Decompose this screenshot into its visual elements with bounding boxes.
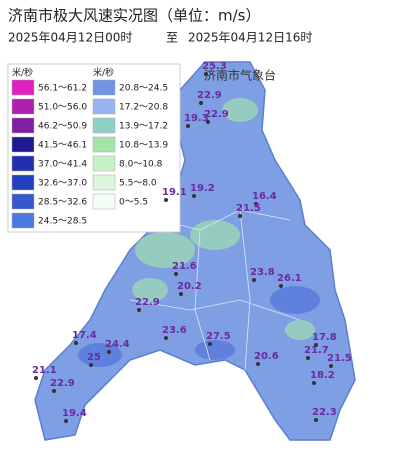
legend-swatch (11, 136, 35, 153)
station-value: 21.7 (304, 345, 329, 356)
legend-label: 8.0～10.8 (119, 160, 163, 170)
stations: 25.322.919.322.919.1 19.216.421.521.620.2… (32, 61, 352, 423)
station-dot (64, 419, 68, 423)
station-value: 20.2 (177, 281, 202, 292)
legend-swatch (92, 98, 116, 115)
station-value: 21.6 (172, 261, 197, 272)
station-dot (34, 376, 38, 380)
legend-swatch (11, 155, 35, 172)
station-value: 17.4 (72, 330, 97, 341)
station-dot (238, 214, 242, 218)
legend-label: 46.2～50.9 (38, 122, 87, 132)
station-value: 21.5 (327, 353, 352, 364)
legend-unit: 米/秒 (12, 67, 33, 79)
station-value: 16.4 (252, 191, 277, 202)
station-value: 22.9 (135, 297, 160, 308)
dark-patches (78, 286, 320, 367)
legend-label: 51.0～56.0 (38, 103, 87, 113)
station-dot (137, 308, 141, 312)
station-dot (52, 389, 56, 393)
station-dot (329, 364, 333, 368)
station-dot (312, 381, 316, 385)
station-dot (192, 194, 196, 198)
station-dot (174, 272, 178, 276)
station-dot (208, 342, 212, 346)
legend-label: 24.5～28.5 (38, 217, 87, 227)
station-dot (204, 72, 208, 76)
station-value: 21.1 (32, 365, 57, 376)
legend-label: 17.2～20.8 (119, 103, 168, 113)
station-value: 22.9 (204, 109, 229, 120)
legend-swatch (92, 136, 116, 153)
legend-label: 56.1～61.2 (38, 84, 87, 94)
station-dot (206, 120, 210, 124)
station-value: 22.9 (50, 378, 75, 389)
station-value: 22.9 (197, 90, 222, 101)
station-dot (89, 363, 93, 367)
legend-swatch (11, 193, 35, 210)
legend-label: 41.5～46.1 (38, 141, 87, 151)
period-sep: 至 (166, 31, 178, 45)
station-dot (186, 124, 190, 128)
station-value: 20.6 (254, 351, 279, 362)
legend-label: 13.9～17.2 (119, 122, 168, 132)
station-value: 17.8 (312, 332, 337, 343)
station-dot (164, 336, 168, 340)
legend-label: 37.0～41.4 (38, 160, 87, 170)
station-value: 27.5 (206, 331, 231, 342)
legend-swatch (11, 79, 35, 96)
station-dot (279, 284, 283, 288)
station-dot (199, 101, 203, 105)
station-dot (107, 350, 111, 354)
station-dot (254, 202, 258, 206)
legend-label: 32.6～37.0 (38, 179, 87, 189)
source-label: 济南市气象台 (204, 68, 276, 83)
legend-swatch (11, 117, 35, 134)
station-value: 19.2 (190, 183, 215, 194)
legend-swatch (11, 212, 35, 229)
legend-swatch (92, 79, 116, 96)
legend: 56.1～61.2 51.0～56.0 46.2～50.9 41.5～46.1 37.0… (11, 79, 168, 229)
station-value: 19.1 (162, 187, 187, 198)
station-value: 24.4 (105, 339, 130, 350)
station-dot (306, 356, 310, 360)
title: 济南市极大风速实况图（单位：m/s） (8, 7, 260, 25)
station-dot (74, 341, 78, 345)
station-value: 18.2 (310, 370, 335, 381)
legend-swatch (92, 117, 116, 134)
legend-label: 10.8～13.9 (119, 141, 168, 151)
legend-label: 28.5～32.6 (38, 198, 87, 208)
station-dot (314, 343, 318, 347)
period-end: 2025年04月12日16时 (188, 31, 312, 45)
station-value: 19.3 (184, 113, 209, 124)
station-value: 26.1 (277, 273, 302, 284)
legend-swatch (11, 98, 35, 115)
legend-swatch (11, 174, 35, 191)
station-dot (252, 278, 256, 282)
station-value: 21.5 (236, 203, 261, 214)
legend-label: 5.5～8.0 (119, 179, 157, 189)
station-value: 25 (87, 352, 101, 363)
station-dot (256, 362, 260, 366)
period-start: 2025年04月12日00时 (8, 31, 132, 45)
station-value: 23.6 (162, 325, 187, 336)
legend-swatch (92, 155, 116, 172)
station-dot (164, 198, 168, 202)
legend-label: 20.8～24.5 (119, 84, 168, 94)
station-dot (179, 292, 183, 296)
station-value: 23.8 (250, 267, 275, 278)
legend-swatch (92, 193, 116, 210)
station-value: 22.3 (312, 407, 337, 418)
station-value: 19.4 (62, 408, 87, 419)
legend-unit: 米/秒 (93, 67, 114, 79)
legend-label: 0～5.5 (119, 198, 148, 208)
legend-swatch (92, 174, 116, 191)
map-region (34, 61, 356, 441)
station-dot (314, 418, 318, 422)
station-value: 25.3 (202, 61, 227, 72)
green-patches (132, 98, 315, 340)
